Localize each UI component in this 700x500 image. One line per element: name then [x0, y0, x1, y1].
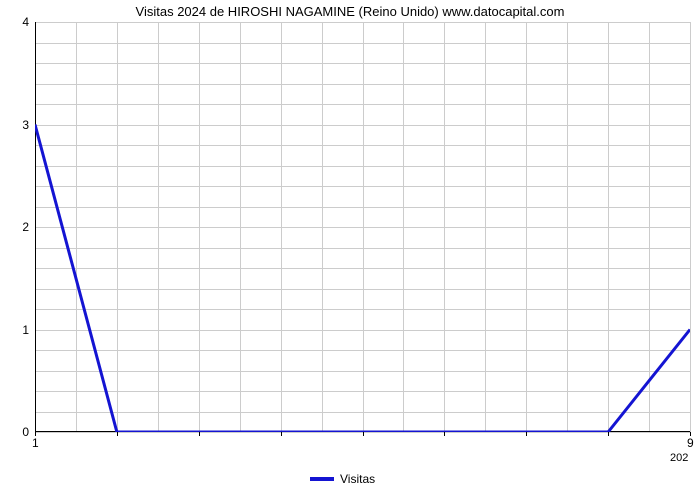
x-tick-mark	[444, 432, 445, 436]
x-tick-mark	[281, 432, 282, 436]
y-tick-label: 2	[22, 220, 29, 234]
x-tick-mark	[117, 432, 118, 436]
plot-area	[35, 22, 690, 432]
chart-title: Visitas 2024 de HIROSHI NAGAMINE (Reino …	[0, 4, 700, 19]
chart-container: Visitas 2024 de HIROSHI NAGAMINE (Reino …	[0, 0, 700, 500]
x-tick-mark	[526, 432, 527, 436]
x-tick-label: 9	[687, 436, 694, 450]
y-tick-label: 3	[22, 118, 29, 132]
x-tick-label: 1	[32, 436, 39, 450]
legend-label: Visitas	[340, 472, 375, 486]
y-tick-label: 1	[22, 323, 29, 337]
x-tick-mark	[608, 432, 609, 436]
x-tick-mark	[199, 432, 200, 436]
y-tick-label: 4	[22, 15, 29, 29]
legend: Visitas	[310, 472, 375, 486]
x-tick-mark	[363, 432, 364, 436]
bottom-right-secondary-label: 202	[670, 452, 688, 464]
legend-swatch	[310, 477, 334, 481]
grid-line-vertical	[690, 22, 691, 432]
series-line	[35, 22, 690, 432]
y-tick-label: 0	[22, 425, 29, 439]
